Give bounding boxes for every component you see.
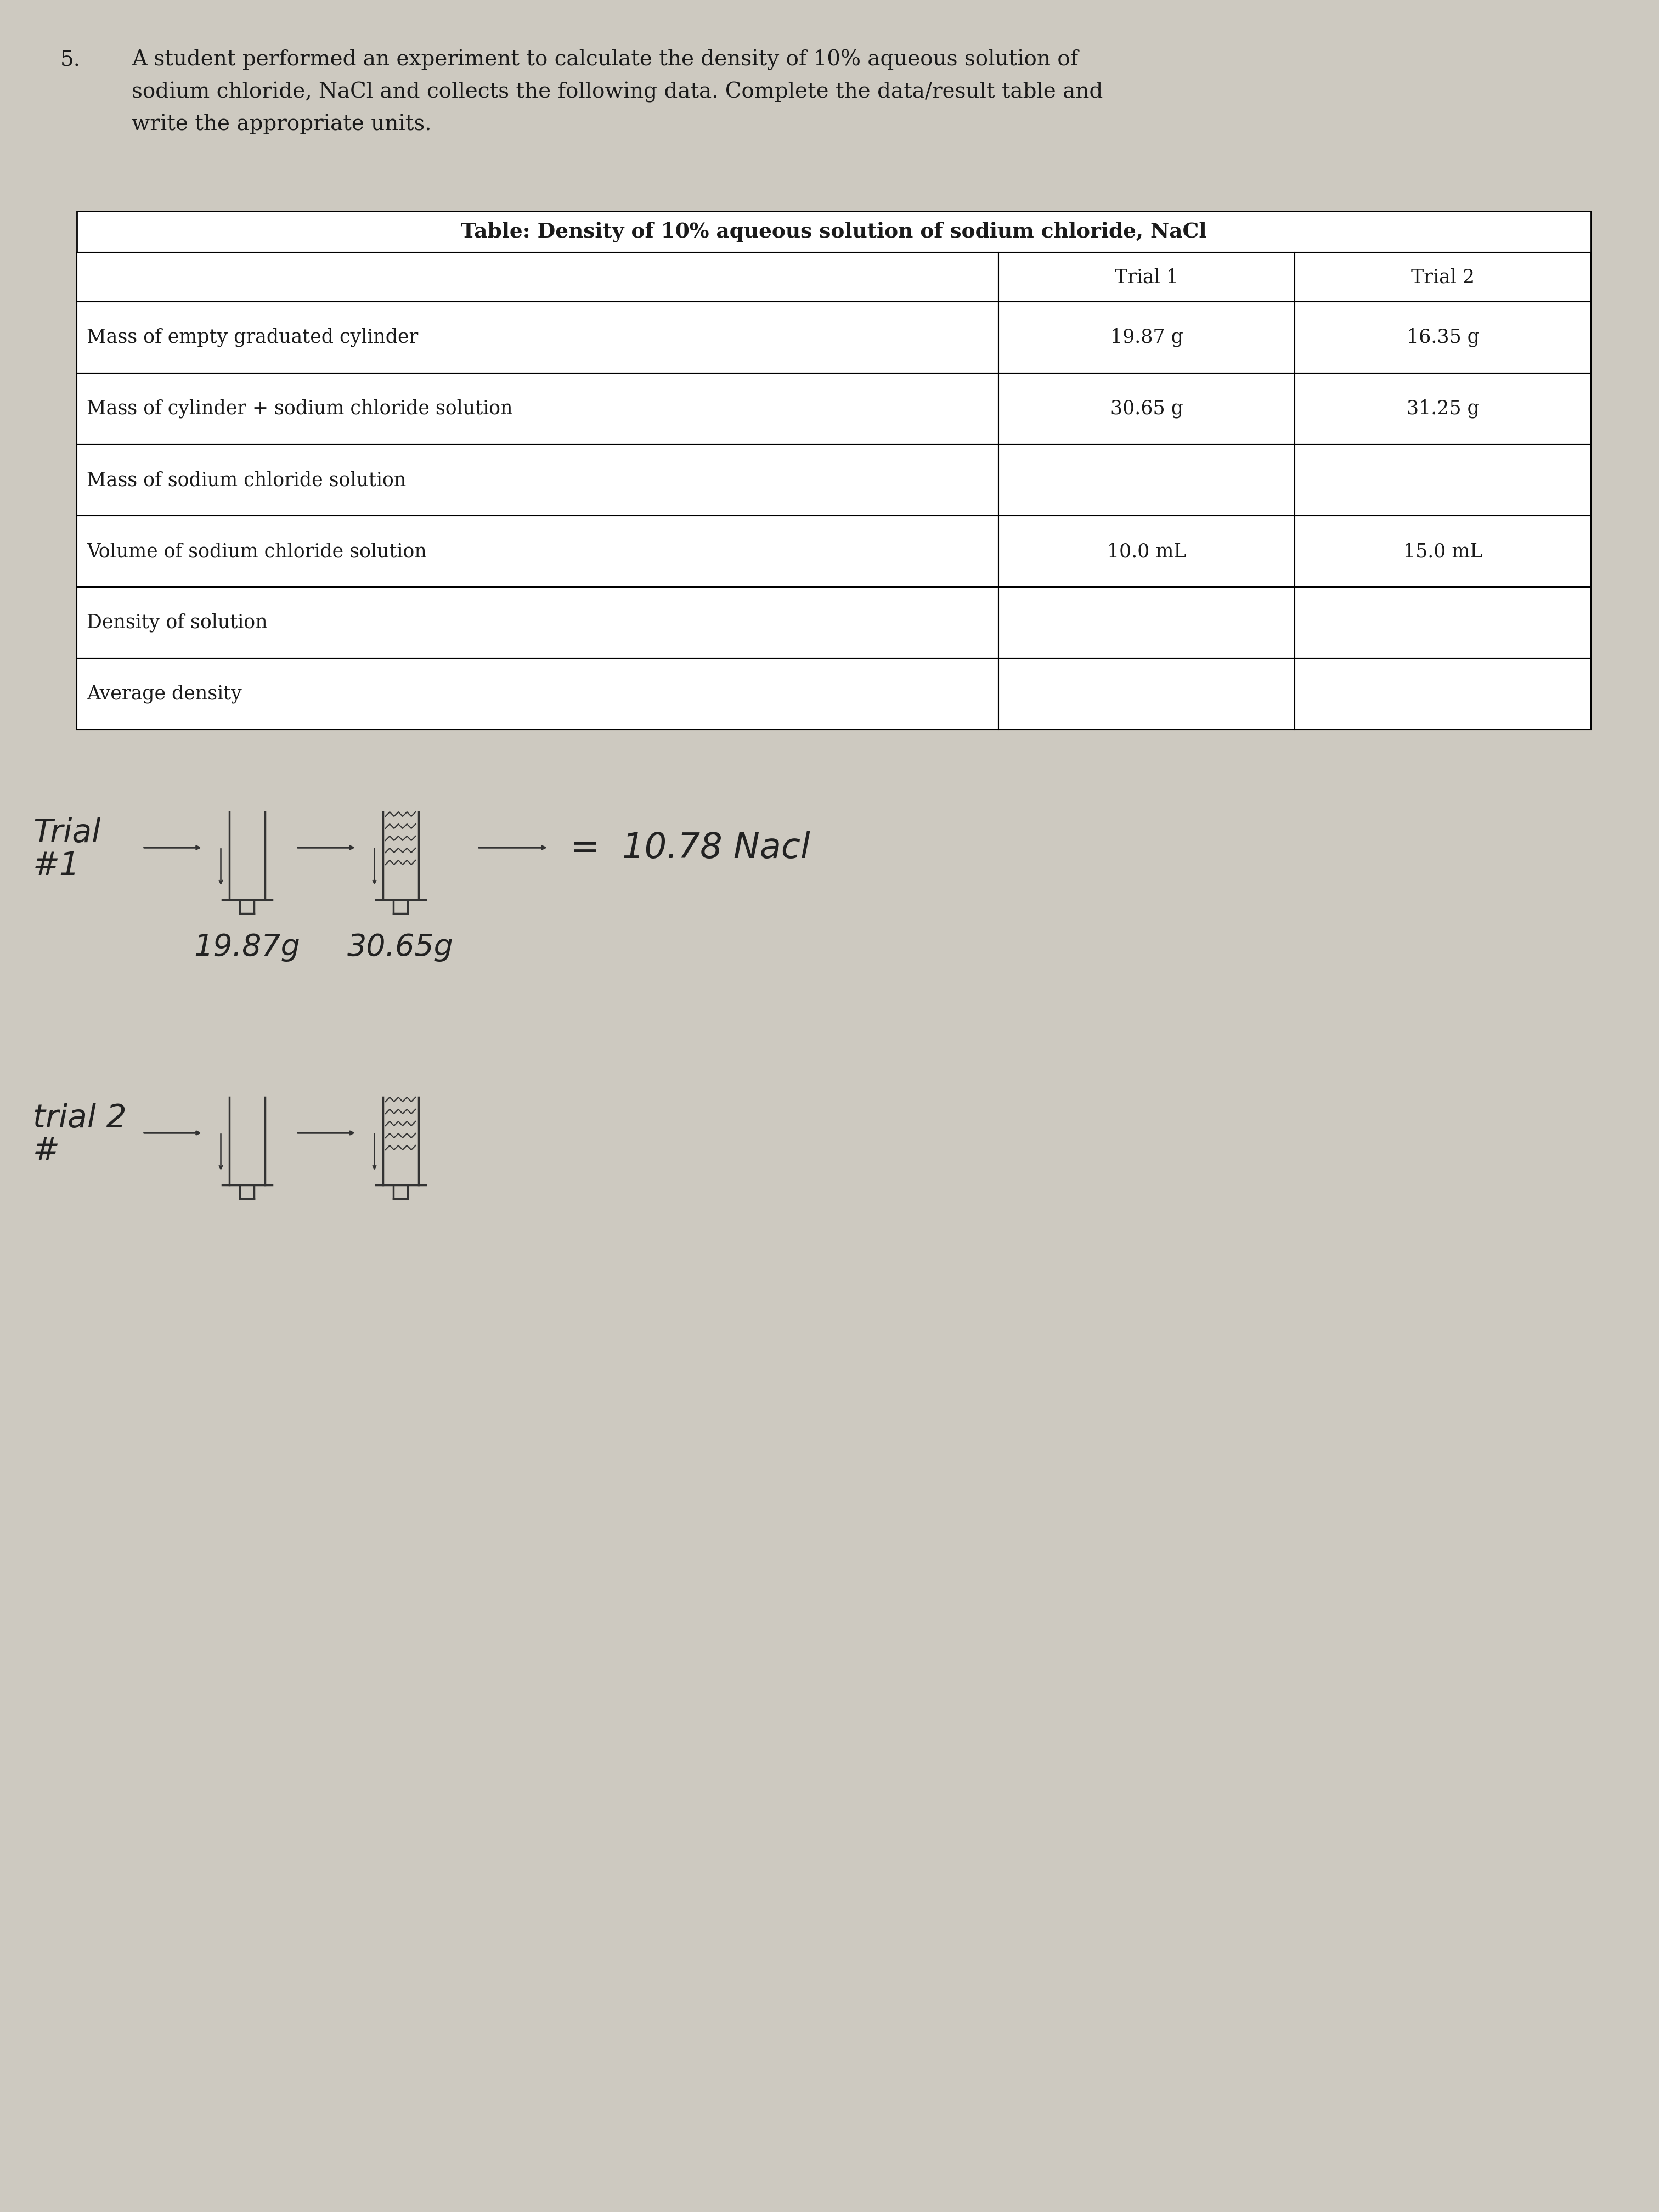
- Text: Mass of empty graduated cylinder: Mass of empty graduated cylinder: [86, 327, 418, 347]
- Bar: [76, 586, 999, 659]
- Text: 19.87 g: 19.87 g: [1110, 327, 1183, 347]
- Bar: [999, 301, 1294, 374]
- Text: 19.87g: 19.87g: [194, 933, 300, 962]
- Text: Density of solution: Density of solution: [86, 613, 267, 633]
- Text: Volume of sodium chloride solution: Volume of sodium chloride solution: [86, 542, 426, 560]
- Bar: [76, 210, 1591, 252]
- Text: #: #: [33, 1135, 60, 1168]
- Text: Mass of sodium chloride solution: Mass of sodium chloride solution: [86, 471, 406, 489]
- Bar: [999, 659, 1294, 730]
- Bar: [1294, 252, 1591, 301]
- Text: #1: #1: [33, 849, 80, 883]
- Text: Mass of cylinder + sodium chloride solution: Mass of cylinder + sodium chloride solut…: [86, 398, 513, 418]
- Bar: [1294, 515, 1591, 586]
- Bar: [999, 445, 1294, 515]
- Bar: [999, 515, 1294, 586]
- Bar: [76, 301, 999, 374]
- Text: 10.0 mL: 10.0 mL: [1107, 542, 1186, 560]
- Bar: [999, 586, 1294, 659]
- Text: 30.65 g: 30.65 g: [1110, 400, 1183, 418]
- Text: 15.0 mL: 15.0 mL: [1404, 542, 1483, 560]
- Bar: [1294, 586, 1591, 659]
- Text: Table: Density of 10% aqueous solution of sodium chloride, NaCl: Table: Density of 10% aqueous solution o…: [461, 221, 1206, 241]
- Text: Average density: Average density: [86, 684, 242, 703]
- Text: A student performed an experiment to calculate the density of 10% aqueous soluti: A student performed an experiment to cal…: [131, 49, 1103, 135]
- Text: Trial 2: Trial 2: [1412, 268, 1475, 285]
- Text: 30.65g: 30.65g: [347, 933, 453, 962]
- Bar: [999, 252, 1294, 301]
- Bar: [1294, 445, 1591, 515]
- Bar: [999, 374, 1294, 445]
- Bar: [76, 374, 999, 445]
- Bar: [76, 659, 999, 730]
- Text: 16.35 g: 16.35 g: [1407, 327, 1480, 347]
- Bar: [1294, 659, 1591, 730]
- Text: Trial 1: Trial 1: [1115, 268, 1178, 285]
- Bar: [76, 252, 999, 301]
- Bar: [1294, 301, 1591, 374]
- Text: Trial: Trial: [33, 818, 101, 849]
- Text: 31.25 g: 31.25 g: [1407, 398, 1480, 418]
- Text: =  10.78 Nacl: = 10.78 Nacl: [571, 832, 810, 865]
- Bar: [76, 515, 999, 586]
- Text: trial 2: trial 2: [33, 1104, 126, 1135]
- Bar: [76, 445, 999, 515]
- Bar: [1294, 374, 1591, 445]
- Text: 5.: 5.: [60, 49, 81, 69]
